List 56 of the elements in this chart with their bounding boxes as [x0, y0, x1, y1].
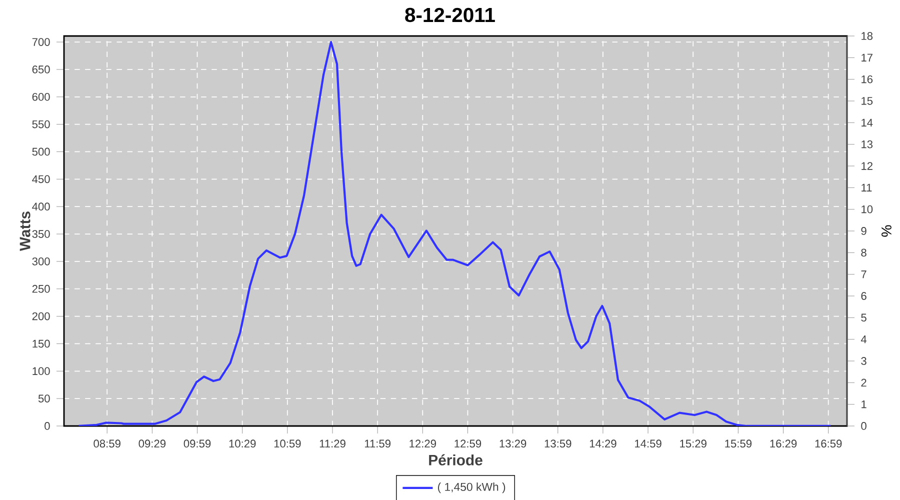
- x-tick-label: 11:59: [364, 440, 390, 448]
- y2-tick-label: 5: [861, 314, 866, 322]
- y2-tick-label: 10: [862, 205, 873, 214]
- y2-tick-label: 18: [862, 32, 873, 40]
- y2-tick-label: 14: [862, 118, 873, 126]
- y-tick-label: 150: [32, 340, 50, 348]
- chart-title: 8-12-2011: [405, 8, 495, 22]
- x-tick-label: 09:29: [138, 440, 166, 448]
- y-tick-label: 300: [32, 258, 50, 266]
- legend-label: ( 1,450 kWh ): [438, 482, 506, 494]
- y2-tick-label: 2: [861, 378, 866, 387]
- x-tick-label: 14:29: [590, 440, 616, 448]
- y-tick-label: 500: [32, 148, 50, 156]
- y2-tick-label: 15: [862, 97, 873, 105]
- y2-tick-label: 1: [862, 400, 866, 408]
- x-tick-label: 13:29: [500, 440, 526, 448]
- y-tick-label: 350: [32, 230, 50, 238]
- y2-tick-label: 17: [862, 54, 872, 62]
- y-axis-title: Watts: [20, 212, 30, 252]
- y2-tick-label: 11: [862, 184, 872, 192]
- x-tick-label: 15:59: [725, 440, 752, 448]
- x-tick-label: 16:59: [815, 440, 842, 448]
- x-tick-label: 15:29: [680, 440, 706, 448]
- y2-tick-label: 4: [860, 335, 867, 344]
- x-tick-label: 12:29: [410, 440, 436, 448]
- x-tick-label: 13:59: [544, 440, 572, 448]
- y-tick-label: 700: [32, 38, 50, 46]
- x-axis-title: Période: [429, 454, 482, 466]
- y2-tick-label: 8: [861, 248, 866, 257]
- y-tick-label: 200: [32, 312, 50, 320]
- y-tick-label: 400: [32, 202, 50, 210]
- x-tick-label: 08:59: [94, 440, 120, 448]
- x-tick-label: 09:59: [184, 440, 211, 448]
- y-tick-label: 100: [32, 367, 50, 376]
- y-tick-label: 50: [38, 394, 50, 402]
- y-tick-label: 0: [44, 422, 50, 430]
- y2-tick-label: 13: [862, 140, 873, 148]
- y-tick-label: 600: [32, 92, 50, 101]
- y-tick-label: 250: [32, 284, 50, 293]
- y2-tick-label: 0: [861, 422, 866, 430]
- y-tick-label: 550: [32, 120, 50, 128]
- y2-tick-label: 3: [861, 357, 866, 365]
- y2-tick-label: 12: [862, 162, 872, 170]
- x-tick-label: 14:59: [635, 440, 662, 448]
- y2-tick-label: 7: [861, 270, 866, 278]
- x-tick-label: 11:29: [320, 440, 346, 448]
- x-tick-label: 10:29: [229, 440, 256, 448]
- y2-tick-label: 9: [861, 227, 866, 235]
- y-tick-label: 650: [32, 66, 50, 74]
- x-tick-label: 10:59: [274, 440, 301, 448]
- x-tick-label: 12:59: [454, 440, 482, 448]
- y-tick-label: 450: [32, 175, 50, 184]
- x-tick-label: 16:29: [770, 440, 797, 448]
- y2-axis-title: %: [882, 225, 892, 237]
- y2-tick-label: 6: [861, 292, 866, 300]
- y2-tick-label: 16: [862, 75, 873, 84]
